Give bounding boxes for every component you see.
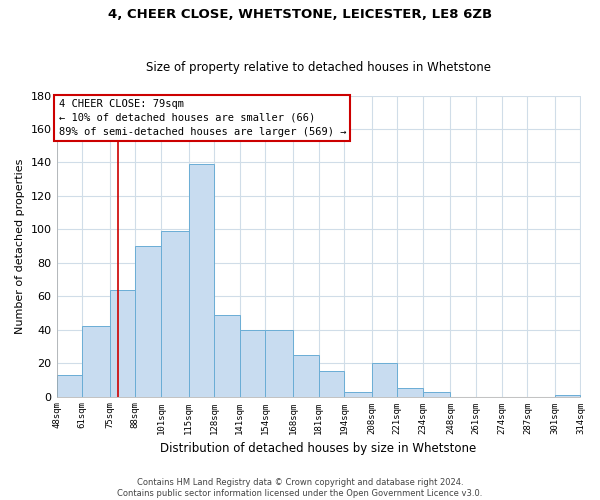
Bar bbox=[110, 290, 136, 397]
Text: Contains HM Land Registry data © Crown copyright and database right 2024.
Contai: Contains HM Land Registry data © Crown c… bbox=[118, 478, 482, 498]
Bar bbox=[293, 354, 319, 397]
Bar bbox=[555, 395, 580, 396]
Bar bbox=[397, 388, 423, 396]
Text: 4, CHEER CLOSE, WHETSTONE, LEICESTER, LE8 6ZB: 4, CHEER CLOSE, WHETSTONE, LEICESTER, LE… bbox=[108, 8, 492, 20]
Bar bbox=[188, 164, 214, 396]
Bar bbox=[372, 363, 397, 396]
Text: 4 CHEER CLOSE: 79sqm
← 10% of detached houses are smaller (66)
89% of semi-detac: 4 CHEER CLOSE: 79sqm ← 10% of detached h… bbox=[59, 99, 346, 137]
Bar bbox=[214, 314, 240, 396]
Bar bbox=[56, 375, 82, 396]
Bar bbox=[82, 326, 110, 396]
X-axis label: Distribution of detached houses by size in Whetstone: Distribution of detached houses by size … bbox=[160, 442, 476, 455]
Bar bbox=[319, 372, 344, 396]
Title: Size of property relative to detached houses in Whetstone: Size of property relative to detached ho… bbox=[146, 60, 491, 74]
Bar bbox=[423, 392, 451, 396]
Bar bbox=[136, 246, 161, 396]
Bar bbox=[161, 231, 188, 396]
Bar bbox=[344, 392, 372, 396]
Bar bbox=[265, 330, 293, 396]
Y-axis label: Number of detached properties: Number of detached properties bbox=[15, 158, 25, 334]
Bar bbox=[240, 330, 265, 396]
